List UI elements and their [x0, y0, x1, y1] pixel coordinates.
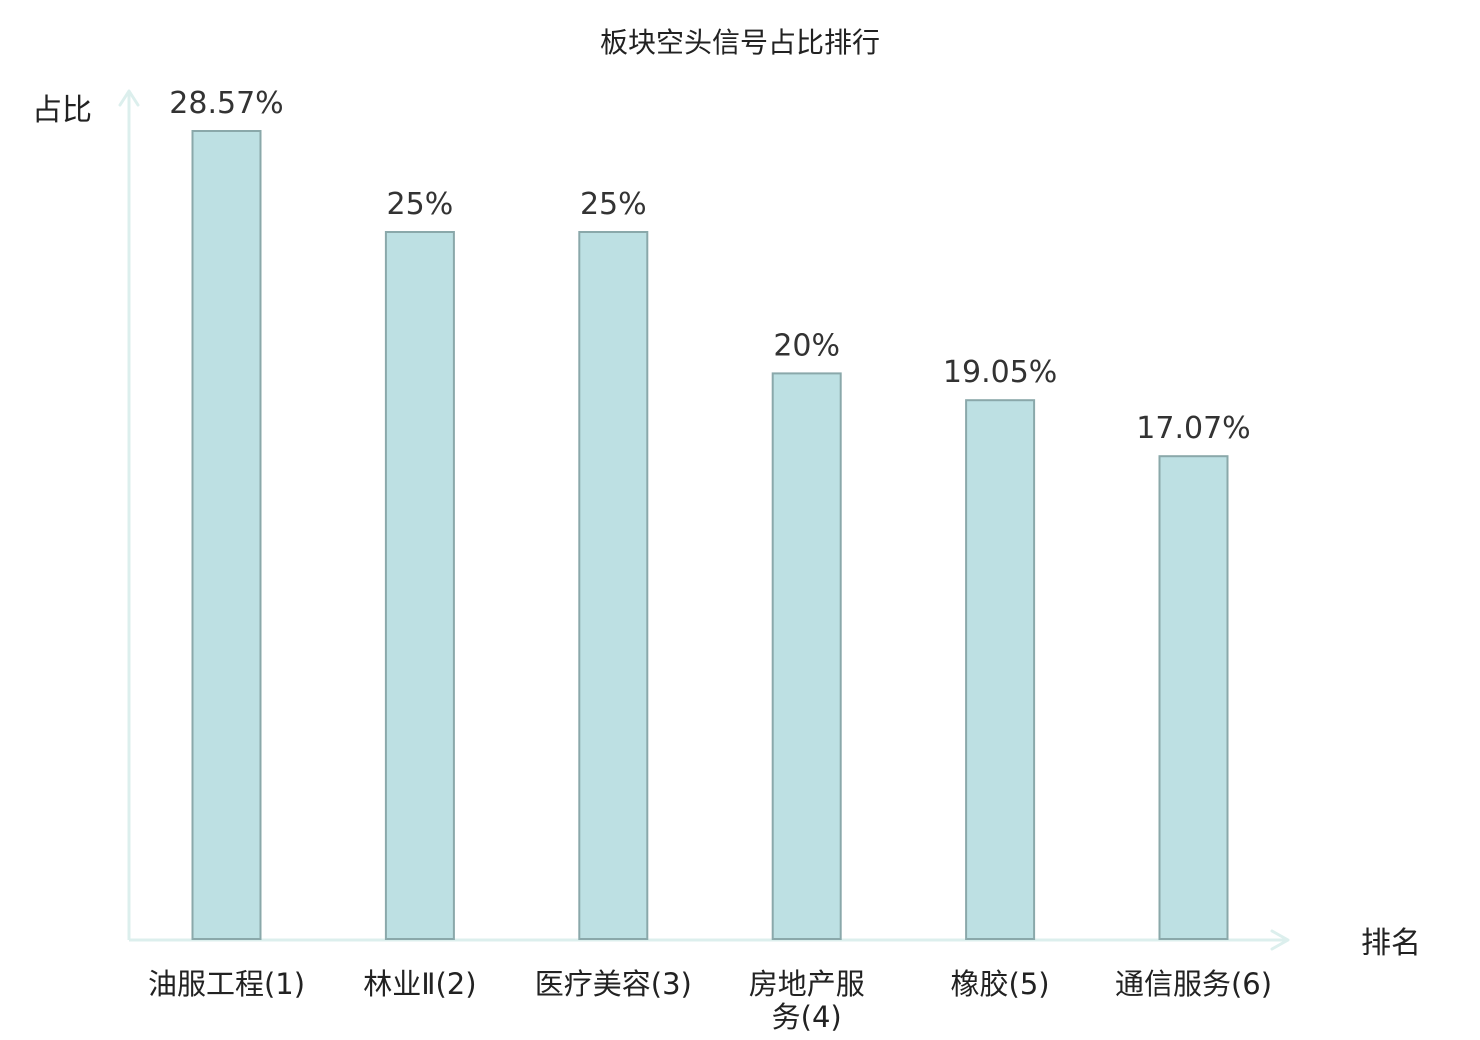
- y-axis-label: 占比: [32, 93, 92, 128]
- y-axis: 占比: [32, 89, 140, 940]
- y-axis-arrow-icon: [118, 89, 140, 107]
- category-label-1: 油服工程(1): [148, 967, 305, 1001]
- category-label-line: 务(4): [772, 1000, 842, 1034]
- category-label-line: 医疗美容(3): [535, 967, 692, 1001]
- bar-4: [771, 372, 842, 940]
- bar-3: [578, 231, 649, 940]
- bar-5: [965, 399, 1036, 940]
- bar-6: [1158, 455, 1229, 940]
- bars-group: [191, 130, 1229, 940]
- category-label-4: 房地产服务(4): [749, 967, 865, 1034]
- category-labels-group: 油服工程(1) 林业Ⅱ(2) 医疗美容(3) 房地产服务(4) 橡胶(5) 通信服务(6): [148, 967, 1272, 1034]
- value-label-1: 28.57%: [169, 86, 283, 121]
- category-label-line: 橡胶(5): [951, 967, 1050, 1001]
- category-label-3: 医疗美容(3): [535, 967, 692, 1001]
- x-axis-label: 排名: [1361, 926, 1421, 961]
- bar-1: [191, 130, 262, 940]
- category-label-line: 通信服务(6): [1115, 967, 1272, 1001]
- x-axis-arrow-icon: [1270, 929, 1290, 951]
- value-label-5: 19.05%: [943, 355, 1057, 390]
- category-label-line: 油服工程(1): [148, 967, 305, 1001]
- chart-title: 板块空头信号占比排行: [600, 26, 880, 59]
- value-label-2: 25%: [387, 187, 454, 222]
- value-label-4: 20%: [773, 328, 840, 363]
- category-label-line: 房地产服: [749, 967, 865, 1001]
- value-label-6: 17.07%: [1136, 411, 1250, 446]
- value-label-3: 25%: [580, 187, 647, 222]
- category-label-line: 林业Ⅱ(2): [363, 967, 476, 1001]
- category-label-6: 通信服务(6): [1115, 967, 1272, 1001]
- value-labels-group: 28.57% 25% 25% 20% 19.05% 17.07%: [169, 86, 1250, 446]
- category-label-5: 橡胶(5): [951, 967, 1050, 1001]
- category-label-2: 林业Ⅱ(2): [363, 967, 476, 1001]
- bar-2: [384, 231, 455, 940]
- x-axis: 排名: [129, 926, 1421, 961]
